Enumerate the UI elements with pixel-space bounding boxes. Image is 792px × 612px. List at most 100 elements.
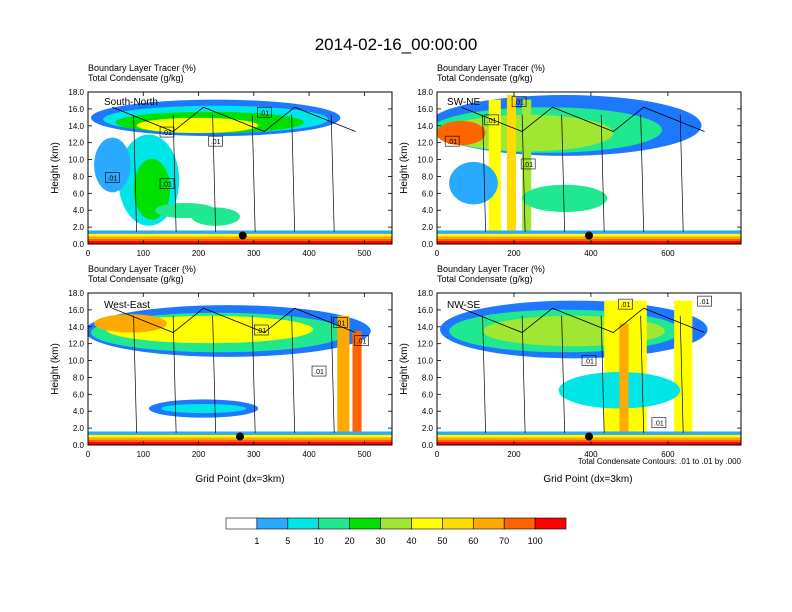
condensate-contour — [330, 114, 335, 232]
colorbar-swatch — [287, 517, 320, 530]
condensate-contour — [133, 315, 137, 433]
x-tick-label: 100 — [137, 249, 151, 258]
contour-label-box — [581, 355, 597, 366]
condensate-contour — [640, 315, 645, 433]
y-tick-label: 14.0 — [417, 122, 433, 131]
condensate-contour — [172, 114, 177, 232]
y-tick-label: 8.0 — [73, 373, 85, 382]
y-axis-label: Height (km) — [50, 343, 61, 395]
contour-label: .01 — [487, 118, 497, 125]
tracer-column — [506, 95, 517, 232]
panel-fields: .01 .01 .01 .01 — [437, 95, 741, 244]
y-tick-label: 10.0 — [68, 357, 84, 366]
y-tick-label: 14.0 — [68, 122, 84, 131]
y-tick-label: 6.0 — [422, 189, 434, 198]
y-tick-label: 2.0 — [422, 424, 434, 433]
contour-label-box — [520, 158, 536, 170]
y-tick-label: 10.0 — [417, 357, 433, 366]
condensate-contour — [679, 315, 684, 433]
panel-fields: .01 .01 .01 .01 .01 — [88, 99, 392, 244]
contour-label: .01 — [357, 339, 367, 346]
x-tick-label: 100 — [137, 450, 151, 459]
plot-frame — [87, 91, 393, 245]
colorbar-label: 60 — [468, 536, 478, 546]
y-tick-label: 8.0 — [422, 172, 434, 181]
condensate-contour — [133, 114, 137, 232]
panel-header-line2: Total Condensate (g/kg) — [437, 274, 533, 284]
colorbar-label: 1 — [254, 536, 259, 546]
x-tick-label: 400 — [584, 450, 598, 459]
contour-label-box — [159, 178, 175, 190]
y-tick-label: 18.0 — [417, 88, 433, 97]
x-tick-label: 200 — [192, 450, 206, 459]
contour-label-box — [618, 298, 633, 310]
colorbar-label: 10 — [314, 536, 324, 546]
colorbar-swatch — [534, 517, 567, 530]
tracer-column — [337, 315, 350, 433]
panel-header-line1: Boundary Layer Tracer (%) — [437, 63, 545, 73]
panel-header-line1: Boundary Layer Tracer (%) — [437, 264, 545, 274]
tracer-region — [136, 117, 259, 134]
condensate-contour — [212, 114, 216, 232]
contour-label-box — [208, 135, 223, 147]
panel-header-line1: Boundary Layer Tracer (%) — [88, 63, 196, 73]
tracer-region — [160, 403, 247, 414]
panel-south-north: Boundary Layer Tracer (%) Total Condensa… — [50, 63, 393, 258]
y-tick-label: 0.0 — [422, 441, 434, 450]
colorbar-label: 5 — [285, 536, 290, 546]
panel-fields: .01 .01 .01 .01 — [437, 295, 741, 445]
x-tick-label: 200 — [507, 450, 521, 459]
tracer-region — [437, 120, 486, 146]
contour-label: .01 — [700, 299, 710, 306]
y-tick-label: 18.0 — [68, 289, 84, 298]
condensate-contour — [561, 315, 565, 433]
contour-label-box — [651, 417, 667, 429]
tracer-column — [674, 300, 693, 433]
contour-footnote: Total Condensate Contours: .01 to .01 by… — [578, 457, 742, 466]
y-tick-label: 2.0 — [73, 424, 85, 433]
panel-nw-se: Boundary Layer Tracer (%) Total Condensa… — [399, 264, 742, 485]
panel-axes: 0.0 2.0 4.0 6.0 8.0 10.0 12.0 14.0 16.0 18.0 0 200 4… — [417, 88, 741, 258]
tracer-region — [94, 137, 131, 193]
x-tick-label: 200 — [507, 249, 521, 258]
y-tick-label: 10.0 — [417, 156, 433, 165]
figure-title: 2014-02-16_00:00:00 — [315, 35, 478, 54]
panel-header-line2: Total Condensate (g/kg) — [88, 73, 184, 83]
condensate-contour — [291, 315, 296, 433]
condensate-contour — [640, 114, 645, 232]
x-tick-label: 600 — [661, 450, 675, 459]
y-tick-label: 16.0 — [417, 105, 433, 114]
contour-label: .01 — [447, 139, 457, 146]
colorbar-swatch — [411, 517, 443, 530]
x-tick-label: 400 — [302, 249, 316, 258]
y-tick-label: 16.0 — [68, 105, 84, 114]
contour-label: .01 — [584, 358, 594, 365]
colorbar-label: 30 — [376, 536, 386, 546]
contour-label-box — [484, 114, 500, 126]
condensate-contour — [521, 114, 526, 232]
contour-label: .01 — [523, 162, 533, 169]
x-tick-label: 0 — [86, 249, 91, 258]
panel-header-line2: Total Condensate (g/kg) — [88, 274, 184, 284]
colorbar-label: 40 — [406, 536, 416, 546]
condensate-contour — [251, 114, 256, 232]
plot-frame — [436, 292, 742, 446]
x-tick-label: 300 — [247, 450, 261, 459]
y-tick-label: 8.0 — [422, 373, 434, 382]
y-axis-label: Height (km) — [399, 343, 410, 395]
x-tick-label: 0 — [86, 450, 91, 459]
y-axis-label: Height (km) — [399, 142, 410, 194]
y-tick-label: 2.0 — [422, 223, 434, 232]
colorbar-label: 70 — [499, 536, 509, 546]
panel-name: West-East — [104, 300, 150, 311]
panel-name: NW-SE — [447, 300, 480, 311]
location-marker — [585, 231, 593, 240]
condensate-contour — [482, 114, 486, 232]
tracer-region — [522, 184, 608, 213]
condensate-contour — [251, 315, 256, 433]
location-marker — [236, 432, 244, 441]
condensate-contour — [172, 315, 177, 433]
location-marker — [238, 231, 247, 240]
colorbar-swatch — [503, 517, 536, 530]
contour-label-box — [311, 365, 327, 377]
